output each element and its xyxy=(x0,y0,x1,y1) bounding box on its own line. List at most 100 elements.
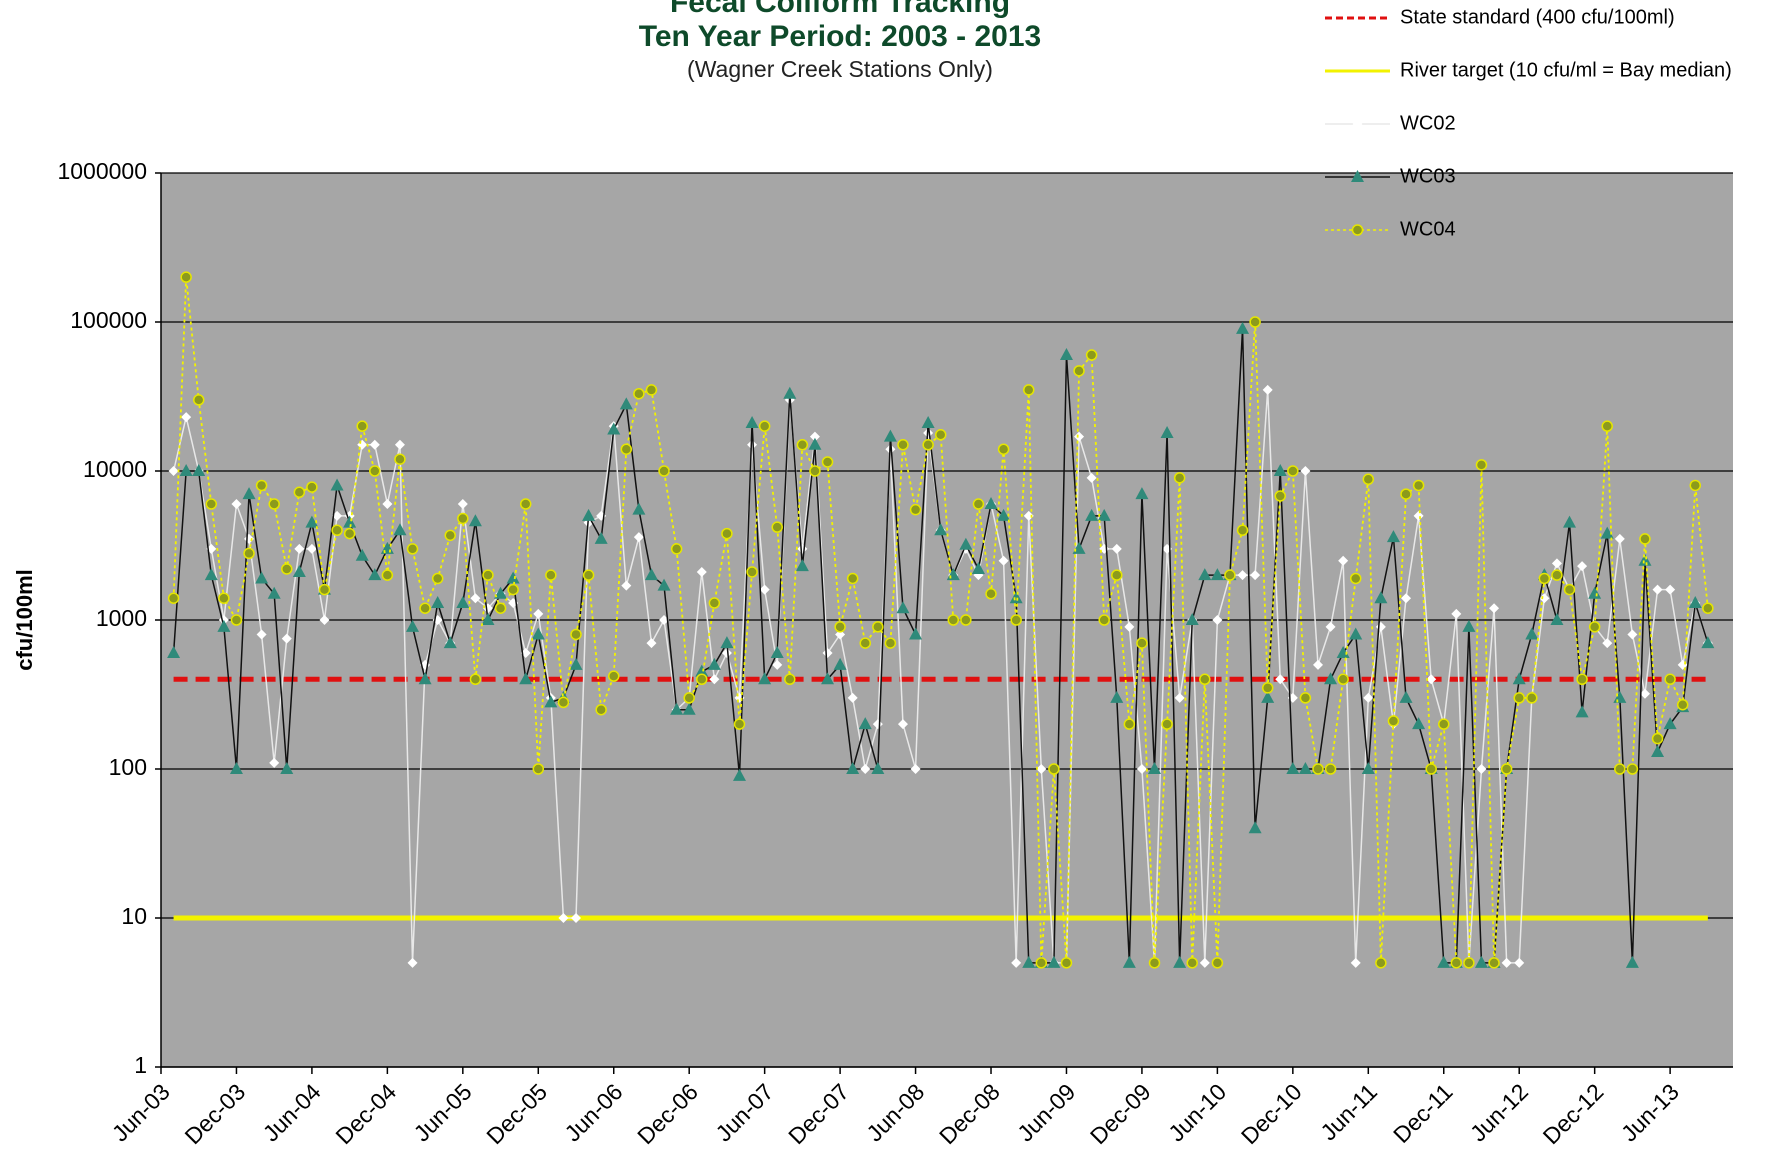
data-point xyxy=(1500,763,1513,775)
data-point xyxy=(1438,718,1450,730)
data-point xyxy=(883,429,897,442)
data-point xyxy=(910,764,921,774)
data-point xyxy=(1224,569,1236,581)
data-point xyxy=(319,615,330,625)
data-point xyxy=(281,563,293,575)
data-point xyxy=(1275,674,1286,685)
y-tick-label: 10000 xyxy=(83,456,147,482)
data-point xyxy=(721,648,732,659)
data-point xyxy=(1665,584,1676,595)
data-point xyxy=(305,515,319,528)
data-point xyxy=(1337,673,1349,686)
data-point xyxy=(369,439,380,450)
data-point xyxy=(293,486,306,499)
data-point xyxy=(772,659,783,670)
data-point xyxy=(707,657,721,670)
x-tick-label: Jun-13 xyxy=(1616,1078,1684,1146)
data-point xyxy=(1199,957,1210,968)
x-tick-label: Dec-12 xyxy=(1538,1078,1609,1149)
data-point xyxy=(1324,763,1337,775)
data-point xyxy=(922,439,934,451)
data-point xyxy=(985,588,997,600)
data-point xyxy=(1450,957,1463,969)
data-point xyxy=(393,523,407,536)
data-point xyxy=(658,465,670,477)
data-point xyxy=(419,602,431,614)
data-point xyxy=(670,702,684,715)
data-point xyxy=(443,636,457,649)
data-point xyxy=(1261,690,1275,703)
data-point xyxy=(1638,553,1652,566)
data-point xyxy=(1676,698,1689,711)
data-point xyxy=(1198,568,1212,581)
data-point xyxy=(544,695,558,708)
data-point xyxy=(444,529,456,542)
data-point xyxy=(594,531,608,544)
data-point xyxy=(468,514,482,527)
data-point xyxy=(532,763,545,775)
data-point xyxy=(1526,692,1538,704)
data-point xyxy=(531,627,545,640)
x-tick-label: Jun-10 xyxy=(1163,1078,1231,1146)
data-point xyxy=(997,443,1010,455)
data-point xyxy=(1022,384,1035,396)
data-point xyxy=(646,638,657,649)
data-point xyxy=(1148,957,1161,969)
data-point xyxy=(1249,316,1261,328)
data-point xyxy=(1513,692,1525,704)
x-tick-label: Jun-09 xyxy=(1012,1078,1080,1146)
data-point xyxy=(783,386,797,399)
data-point xyxy=(758,420,771,432)
chart-title: Fecal Coliform Tracking xyxy=(670,0,1010,19)
y-tick-label: 1000000 xyxy=(57,158,147,184)
data-point xyxy=(406,619,420,632)
data-point xyxy=(318,583,331,596)
data-point xyxy=(1463,957,1475,969)
data-point xyxy=(947,614,960,626)
data-point xyxy=(494,586,508,599)
data-point xyxy=(1551,569,1563,581)
data-point xyxy=(1474,955,1488,968)
data-point xyxy=(1059,348,1073,361)
data-point xyxy=(934,523,948,536)
data-point xyxy=(457,499,468,510)
data-point xyxy=(1651,732,1664,745)
data-point xyxy=(909,503,922,516)
data-point xyxy=(368,568,382,581)
data-point xyxy=(1262,384,1273,395)
x-tick-label: Dec-11 xyxy=(1388,1078,1458,1148)
data-point xyxy=(406,543,419,555)
data-point xyxy=(1236,321,1250,334)
data-point xyxy=(896,601,910,614)
data-point xyxy=(972,498,985,510)
data-point xyxy=(1401,593,1412,604)
data-point xyxy=(1651,745,1665,758)
data-point xyxy=(696,566,707,577)
data-point xyxy=(645,384,658,396)
data-point xyxy=(1689,479,1702,492)
data-point xyxy=(1601,420,1613,432)
data-point xyxy=(582,569,595,581)
data-point xyxy=(407,957,418,968)
data-point xyxy=(1652,584,1663,595)
data-point xyxy=(1073,365,1085,377)
data-point xyxy=(1299,692,1312,704)
data-point xyxy=(657,578,671,591)
data-point xyxy=(1210,568,1224,581)
data-point xyxy=(708,597,721,609)
data-point xyxy=(721,527,733,540)
data-point xyxy=(670,543,683,555)
data-point xyxy=(1688,596,1702,609)
data-point xyxy=(1387,715,1400,727)
data-point xyxy=(1023,510,1034,521)
data-point xyxy=(971,561,985,574)
data-point xyxy=(167,592,180,604)
data-point xyxy=(796,439,809,451)
x-tick-label: Dec-10 xyxy=(1236,1078,1307,1149)
data-point xyxy=(558,913,569,923)
data-point xyxy=(355,548,369,561)
data-point xyxy=(519,672,533,685)
data-point xyxy=(281,633,292,644)
x-tick-label: Dec-06 xyxy=(632,1078,703,1149)
